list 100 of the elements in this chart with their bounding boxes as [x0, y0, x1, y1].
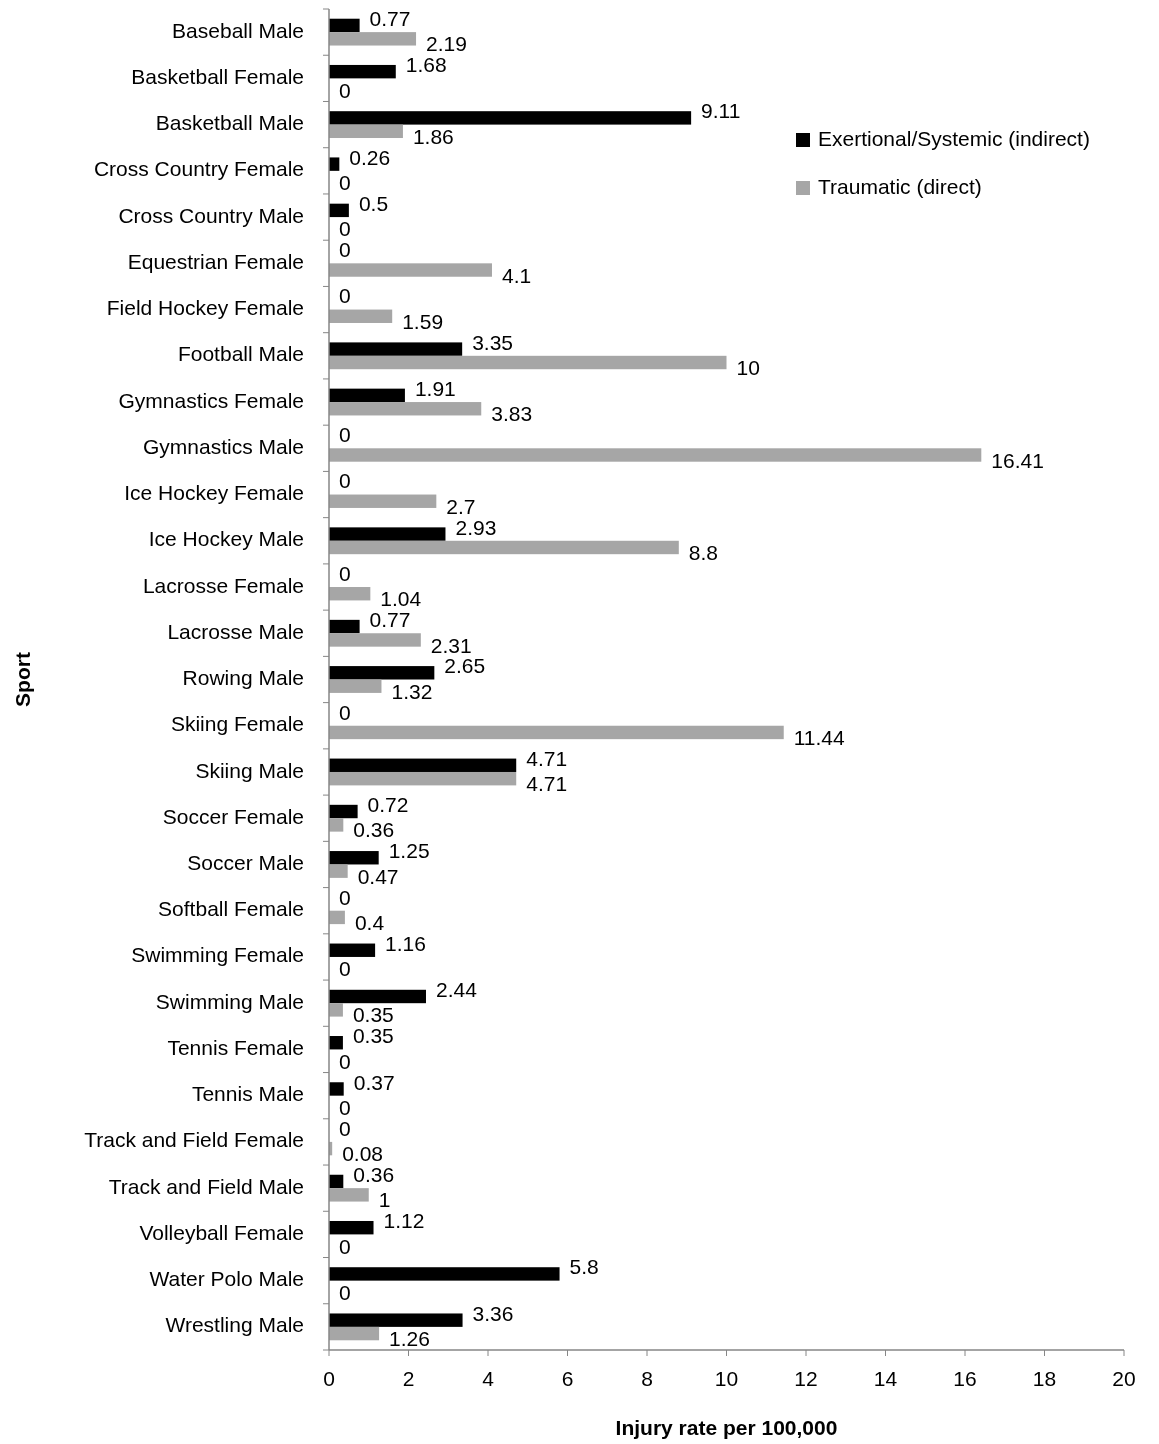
y-tick-label: Ice Hockey Male: [148, 527, 304, 551]
y-tick-label: Field Hockey Female: [106, 296, 304, 320]
bar: [329, 540, 679, 555]
bar: [329, 1313, 463, 1327]
y-tick-label: Equestrian Female: [127, 249, 304, 273]
data-label: 3.36: [472, 1301, 514, 1325]
bar: [329, 527, 446, 541]
bar: [329, 1036, 343, 1050]
y-tick-label: Tennis Male: [191, 1082, 304, 1106]
bar: [329, 388, 405, 403]
bar: [329, 1003, 343, 1017]
data-label: 0: [339, 469, 351, 493]
bar: [329, 587, 371, 601]
bar: [329, 725, 784, 740]
data-label: 0: [339, 423, 351, 447]
data-label: 5.8: [569, 1255, 599, 1279]
data-label: 4.1: [501, 263, 532, 287]
bar: [329, 448, 982, 462]
y-tick-label: Tennis Female: [167, 1035, 304, 1059]
x-tick-label: 6: [561, 1367, 574, 1390]
y-tick-label: Volleyball Female: [139, 1220, 304, 1244]
bar: [329, 1082, 344, 1096]
bar: [329, 111, 692, 125]
data-label: 0: [339, 957, 351, 981]
data-label: 1.86: [412, 124, 454, 148]
y-tick-label: Gymnastics Male: [142, 434, 304, 458]
y-tick-label: Lacrosse Male: [167, 619, 304, 643]
data-label: 0.08: [342, 1142, 384, 1166]
data-label: 0: [339, 1280, 351, 1304]
data-label: 0: [339, 1234, 351, 1258]
bar: [329, 679, 382, 693]
bar: [329, 1220, 374, 1235]
data-label: 10: [736, 356, 760, 380]
bar: [329, 402, 482, 416]
x-tick-label: 14: [873, 1367, 898, 1390]
data-label: 0.35: [352, 1003, 394, 1027]
data-label: 0: [339, 78, 351, 102]
x-tick-label: 16: [953, 1367, 977, 1390]
data-label: 0: [339, 171, 351, 195]
data-label: 0: [339, 1095, 351, 1119]
x-tick-label: 8: [641, 1367, 653, 1390]
y-tick-label: Skiing Female: [170, 712, 304, 736]
bar: [329, 758, 517, 772]
bar: [329, 910, 345, 925]
y-tick-label: Lacrosse Female: [142, 573, 304, 597]
y-axis-title: Sport: [11, 652, 34, 707]
bar: [329, 1188, 369, 1202]
y-tick-label: Cross Country Male: [118, 203, 304, 227]
bar: [329, 619, 360, 634]
y-tick-label: Basketball Female: [131, 64, 304, 88]
data-label: 1.04: [380, 587, 422, 611]
bar: [329, 64, 396, 79]
x-tick-label: 18: [1032, 1367, 1057, 1390]
y-tick-label: Swimming Female: [131, 943, 304, 967]
data-label: 2.65: [444, 654, 486, 678]
y-tick-label: Basketball Male: [155, 111, 304, 135]
data-label: 9.11: [701, 99, 741, 123]
data-label: 4.71: [526, 746, 568, 770]
bar: [329, 342, 463, 356]
bar: [329, 851, 379, 865]
bar: [329, 666, 435, 680]
bar: [329, 494, 437, 508]
data-label: 0: [339, 885, 351, 909]
bar: [329, 124, 403, 139]
data-label: 0: [339, 284, 351, 308]
bar: [329, 1267, 560, 1281]
x-tick-label: 2: [402, 1367, 415, 1390]
y-tick-label: Skiing Male: [195, 758, 304, 782]
data-label: 1: [378, 1188, 391, 1212]
data-label: 1.16: [385, 931, 426, 955]
bar: [329, 18, 360, 33]
bar: [329, 1326, 380, 1341]
bar: [329, 263, 492, 277]
data-label: 1.68: [405, 53, 447, 77]
bar: [329, 633, 421, 647]
data-label: 0: [339, 217, 351, 241]
y-tick-label: Football Male: [177, 342, 304, 366]
data-label: 1.12: [383, 1209, 425, 1233]
legend-label: Exertional/Systemic (indirect): [818, 126, 1090, 150]
data-label: 2.93: [455, 515, 497, 539]
data-label: 16.41: [991, 448, 1044, 472]
bar: [329, 864, 348, 878]
data-label: 0: [339, 1049, 351, 1073]
data-label: 4.71: [526, 772, 568, 796]
bar: [329, 309, 393, 323]
data-label: 0.72: [367, 793, 409, 817]
data-label: 1.91: [414, 376, 456, 400]
bar: [329, 771, 517, 786]
data-label: 3.35: [472, 330, 514, 354]
bar: [329, 818, 344, 832]
y-tick-label: Cross Country Female: [93, 157, 304, 181]
y-tick-label: Track and Field Female: [84, 1128, 304, 1152]
bar: [329, 804, 358, 819]
data-label: 0.4: [354, 910, 385, 934]
x-axis-title: Injury rate per 100,000: [615, 1416, 838, 1439]
x-tick-label: 10: [714, 1367, 739, 1390]
data-label: 1.32: [391, 679, 433, 703]
y-tick-label: Baseball Male: [172, 18, 304, 42]
legend-label: Traumatic (direct): [818, 174, 982, 198]
data-label: 0.36: [353, 818, 395, 842]
